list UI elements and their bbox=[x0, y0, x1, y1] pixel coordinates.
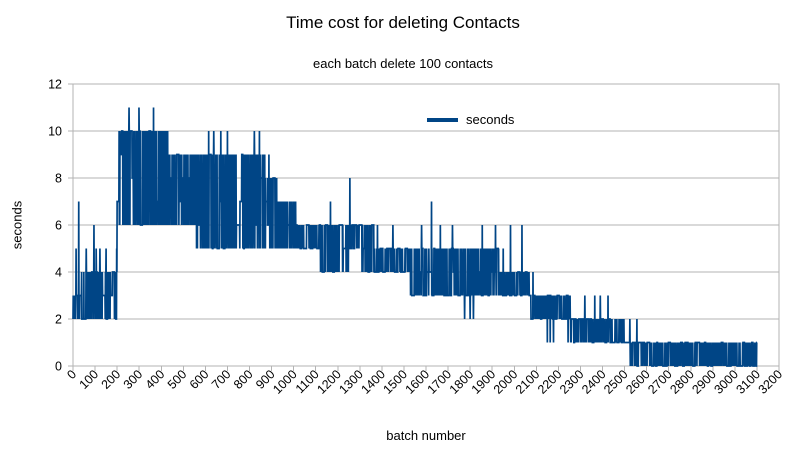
y-tick-labels: 0 2 4 6 8 10 12 bbox=[48, 78, 62, 374]
svg-text:8: 8 bbox=[55, 172, 62, 186]
svg-text:2300: 2300 bbox=[557, 367, 587, 397]
svg-text:100: 100 bbox=[77, 367, 102, 392]
svg-text:1000: 1000 bbox=[270, 367, 300, 397]
legend: seconds bbox=[427, 112, 514, 127]
y-axis-title: seconds bbox=[9, 200, 25, 250]
svg-text:2200: 2200 bbox=[535, 367, 565, 397]
svg-text:2400: 2400 bbox=[579, 367, 609, 397]
svg-text:500: 500 bbox=[165, 367, 190, 392]
svg-text:2000: 2000 bbox=[491, 367, 521, 397]
svg-text:4: 4 bbox=[55, 266, 62, 280]
svg-text:0: 0 bbox=[55, 360, 62, 374]
chart-title: Time cost for deleting Contacts bbox=[286, 13, 520, 32]
axis-ticks bbox=[68, 83, 780, 371]
svg-text:3200: 3200 bbox=[756, 367, 786, 397]
svg-text:800: 800 bbox=[231, 367, 256, 392]
svg-text:400: 400 bbox=[143, 367, 168, 392]
svg-text:1400: 1400 bbox=[358, 367, 388, 397]
svg-text:1700: 1700 bbox=[425, 367, 455, 397]
svg-text:1500: 1500 bbox=[380, 367, 410, 397]
svg-text:2800: 2800 bbox=[667, 367, 697, 397]
svg-text:3000: 3000 bbox=[711, 367, 741, 397]
series-line-seconds bbox=[72, 107, 758, 367]
svg-text:300: 300 bbox=[121, 367, 146, 392]
svg-text:3100: 3100 bbox=[733, 367, 763, 397]
x-axis-title: batch number bbox=[386, 428, 466, 443]
svg-text:1100: 1100 bbox=[293, 367, 322, 396]
svg-text:2: 2 bbox=[55, 313, 62, 327]
svg-text:1200: 1200 bbox=[314, 367, 344, 397]
svg-text:2600: 2600 bbox=[623, 367, 653, 397]
svg-text:700: 700 bbox=[209, 367, 234, 392]
svg-text:1600: 1600 bbox=[403, 367, 433, 397]
svg-text:2100: 2100 bbox=[513, 367, 543, 397]
svg-text:1300: 1300 bbox=[336, 367, 366, 397]
svg-text:1900: 1900 bbox=[469, 367, 499, 397]
svg-text:6: 6 bbox=[55, 219, 62, 233]
svg-text:2500: 2500 bbox=[601, 367, 631, 397]
svg-text:1800: 1800 bbox=[447, 367, 477, 397]
svg-text:600: 600 bbox=[187, 367, 212, 392]
svg-text:200: 200 bbox=[99, 367, 124, 392]
legend-label: seconds bbox=[466, 112, 515, 127]
chart-subtitle: each batch delete 100 contacts bbox=[313, 56, 493, 71]
svg-text:0: 0 bbox=[64, 367, 79, 382]
svg-text:2700: 2700 bbox=[645, 367, 675, 397]
legend-line-sample bbox=[427, 117, 458, 122]
x-tick-labels: 0100200300400500600700800900100011001200… bbox=[64, 367, 785, 397]
svg-text:12: 12 bbox=[48, 78, 62, 92]
svg-text:2900: 2900 bbox=[689, 367, 719, 397]
svg-text:10: 10 bbox=[48, 125, 62, 139]
